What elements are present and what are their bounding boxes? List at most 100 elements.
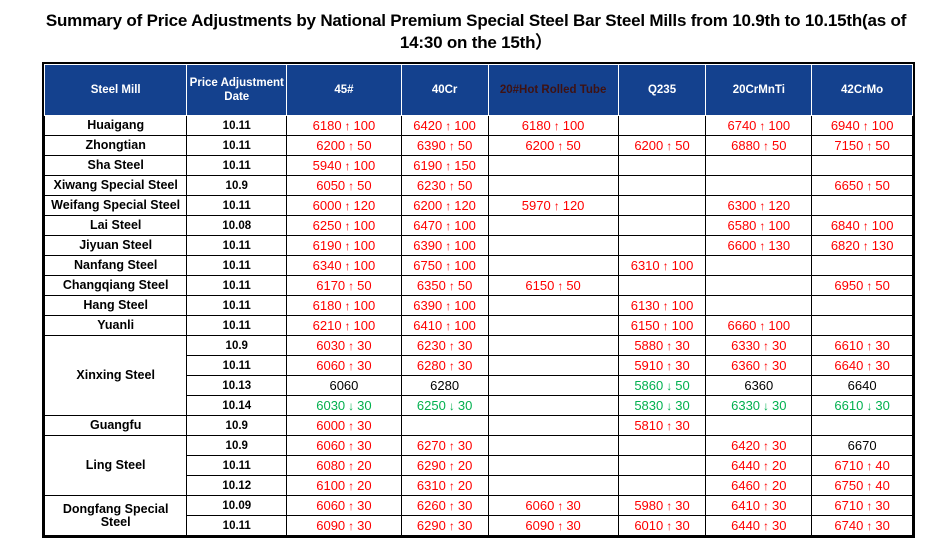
up-arrow-icon: ↑ [344,238,351,253]
price-change: 100 [871,217,894,233]
price-cell: 5880 ↑ 30 [617,335,707,357]
up-arrow-icon: ↑ [448,278,455,293]
date-cell: 10.12 [186,475,288,497]
price-cell: 6600 ↑ 130 [705,235,813,257]
up-arrow-icon: ↑ [445,258,452,273]
mill-name-cell: Yuanli [43,315,188,337]
date-cell: 10.11 [186,135,288,157]
column-header-45: 45# [286,64,402,117]
price-value: 7150 [834,137,864,153]
price-cell: 6200 ↑ 120 [400,195,489,217]
price-value: 6200 [634,137,664,153]
price-value: 6270 [416,437,446,453]
price-value: 6340 [312,257,342,273]
price-value: 6950 [834,277,864,293]
up-arrow-icon: ↑ [445,238,452,253]
price-value: 6080 [316,457,346,473]
price-value: 6180 [312,297,342,313]
down-arrow-icon: ↓ [666,398,673,413]
price-cell: 6200 ↑ 50 [487,135,619,157]
price-value: 6290 [416,457,446,473]
price-value: 6360 [731,357,761,373]
price-change: 20 [772,457,787,473]
price-cell: 6000 ↑ 30 [286,415,402,437]
up-arrow-icon: ↑ [662,258,669,273]
price-cell: 6310 ↑ 100 [617,255,707,277]
price-cell: 6230 ↑ 30 [400,335,489,357]
price-value: 5940 [312,157,342,173]
up-arrow-icon: ↑ [344,298,351,313]
price-change: 50 [675,137,690,153]
up-arrow-icon: ↑ [763,438,770,453]
price-cell: 6060 [286,375,402,397]
price-value: 6000 [316,417,346,433]
price-value: 6420 [413,117,443,133]
price-change: 20 [772,477,787,493]
price-value: 6260 [416,497,446,513]
price-value: 6290 [416,517,446,533]
price-cell: 6610 ↑ 30 [811,335,913,357]
price-change: 50 [357,137,372,153]
up-arrow-icon: ↑ [666,358,673,373]
price-cell: 6280 [400,375,489,397]
price-value: 6030 [316,337,346,353]
up-arrow-icon: ↑ [348,278,355,293]
price-change: 30 [875,397,890,413]
price-cell: 6180 ↑ 100 [286,115,402,137]
price-change: 100 [454,237,476,253]
price-cell: 6820 ↑ 130 [811,235,913,257]
price-value: 6200 [525,137,555,153]
price-change: 30 [357,417,372,433]
price-change: 30 [566,517,581,533]
header-row: Steel Mill Price Adjustment Date 45# 40Cr 20… [43,64,913,117]
price-cell: 5910 ↑ 30 [617,355,707,377]
price-cell: 6280 ↑ 30 [400,355,489,377]
column-header-q235: Q235 [617,64,707,117]
down-arrow-icon: ↓ [763,398,770,413]
price-cell [487,375,619,397]
price-change: 30 [675,497,690,513]
date-cell: 10.08 [186,215,288,237]
up-arrow-icon: ↑ [866,358,873,373]
price-change: 30 [457,517,473,533]
price-change: 100 [671,257,694,273]
price-change: 30 [357,337,372,353]
price-change: 30 [675,517,690,533]
up-arrow-icon: ↑ [448,438,455,453]
table-row: 10.11 6060 ↑ 30 6280 ↑ 30 5910 ↑ 30 6360 ↑ 30 6640 ↑ 30 [45,355,913,377]
price-cell: 6290 ↑ 20 [400,455,489,477]
price-value: 6460 [731,477,761,493]
price-value: 6440 [731,517,761,533]
price-change: 30 [457,337,473,353]
price-cell: 6330 ↑ 30 [705,335,813,357]
date-cell: 10.11 [186,355,288,377]
table-row: Ling Steel 10.9 6060 ↑ 30 6270 ↑ 30 6420 ↑ 30 6670 [43,435,913,497]
price-cell: 6060 ↑ 30 [286,495,402,517]
up-arrow-icon: ↑ [348,478,355,493]
price-cell: 6050 ↑ 50 [286,175,402,197]
price-cell: 5980 ↑ 30 [617,495,707,517]
up-arrow-icon: ↑ [445,118,452,133]
up-arrow-icon: ↑ [348,358,355,373]
date-cell: 10.11 [186,455,288,477]
up-arrow-icon: ↑ [763,458,770,473]
up-arrow-icon: ↑ [866,178,873,193]
price-change: 120 [768,197,791,213]
up-arrow-icon: ↑ [553,198,560,213]
price-cell: 6670 [811,435,913,457]
price-cell [617,475,707,497]
price-cell: 6710 ↑ 40 [811,455,913,477]
price-change: 20 [357,477,372,493]
up-arrow-icon: ↑ [763,138,770,153]
table-body: Huaigang 10.11 6180 ↑ 100 6420 ↑ 100 6180 ↑ 100 674… [43,115,913,537]
price-cell [487,355,619,377]
price-change: 30 [772,497,787,513]
price-change: 30 [772,337,787,353]
price-value: 5980 [634,497,664,513]
table-row: 10.11 6090 ↑ 30 6290 ↑ 30 6090 ↑ 30 6010 ↑ 30 6440 ↑ 30… [45,515,913,537]
mill-name-cell: Xinxing Steel [43,335,188,417]
date-cell: 10.09 [186,495,288,517]
table-row: Xiwang Special Steel 10.9 6050 ↑ 50 6230 ↑ 50 66… [43,175,913,197]
date-cell: 10.11 [186,515,288,537]
up-arrow-icon: ↑ [448,178,455,193]
